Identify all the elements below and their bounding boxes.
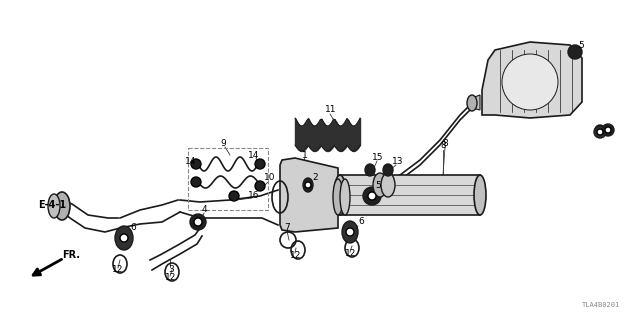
Circle shape <box>305 182 311 188</box>
Ellipse shape <box>190 214 206 230</box>
Ellipse shape <box>340 179 350 215</box>
Circle shape <box>346 228 354 236</box>
Ellipse shape <box>383 164 393 176</box>
Text: 12: 12 <box>345 250 356 259</box>
Text: 11: 11 <box>325 106 337 115</box>
Ellipse shape <box>467 95 477 111</box>
Text: 5: 5 <box>375 180 381 189</box>
Ellipse shape <box>342 221 358 243</box>
Text: 14: 14 <box>248 150 259 159</box>
Text: FR.: FR. <box>62 250 80 260</box>
Circle shape <box>368 192 376 200</box>
Text: 6: 6 <box>358 218 364 227</box>
Bar <box>188 148 268 210</box>
Text: 10: 10 <box>264 173 275 182</box>
Ellipse shape <box>365 164 375 176</box>
Text: 2: 2 <box>312 173 317 182</box>
Ellipse shape <box>333 179 343 215</box>
Ellipse shape <box>594 126 606 138</box>
Text: 16: 16 <box>248 191 259 201</box>
Text: 9: 9 <box>220 139 226 148</box>
Ellipse shape <box>568 45 582 59</box>
Text: 13: 13 <box>392 157 403 166</box>
Text: 8: 8 <box>442 139 448 148</box>
Circle shape <box>194 218 202 226</box>
Text: 6: 6 <box>130 223 136 233</box>
Ellipse shape <box>48 194 60 218</box>
Ellipse shape <box>54 192 70 220</box>
Ellipse shape <box>474 175 486 215</box>
Text: 14: 14 <box>185 157 196 166</box>
Text: TLA4B0201: TLA4B0201 <box>582 302 620 308</box>
Circle shape <box>255 159 265 169</box>
Text: 12: 12 <box>112 266 124 275</box>
Text: 7: 7 <box>284 223 290 233</box>
Polygon shape <box>482 42 582 118</box>
Circle shape <box>255 181 265 191</box>
Polygon shape <box>472 95 480 110</box>
Ellipse shape <box>381 173 395 197</box>
Ellipse shape <box>373 173 387 197</box>
Polygon shape <box>280 158 338 232</box>
Circle shape <box>191 177 201 187</box>
Ellipse shape <box>334 175 346 215</box>
Bar <box>340 175 480 215</box>
Text: 15: 15 <box>372 154 383 163</box>
Circle shape <box>229 191 239 201</box>
Text: 1: 1 <box>302 150 308 159</box>
Circle shape <box>191 159 201 169</box>
Text: 12: 12 <box>165 274 177 283</box>
Ellipse shape <box>303 178 313 192</box>
Text: 4: 4 <box>202 205 207 214</box>
Ellipse shape <box>115 226 133 250</box>
Text: 5: 5 <box>578 41 584 50</box>
Ellipse shape <box>602 124 614 136</box>
Text: 8: 8 <box>440 140 445 149</box>
Ellipse shape <box>502 54 558 110</box>
Circle shape <box>597 129 603 135</box>
Text: E-4-1: E-4-1 <box>38 200 66 210</box>
Ellipse shape <box>363 187 381 205</box>
Circle shape <box>605 127 611 133</box>
Text: 12: 12 <box>290 251 301 260</box>
Ellipse shape <box>595 125 605 135</box>
Text: 3: 3 <box>168 266 173 275</box>
Circle shape <box>120 234 128 242</box>
